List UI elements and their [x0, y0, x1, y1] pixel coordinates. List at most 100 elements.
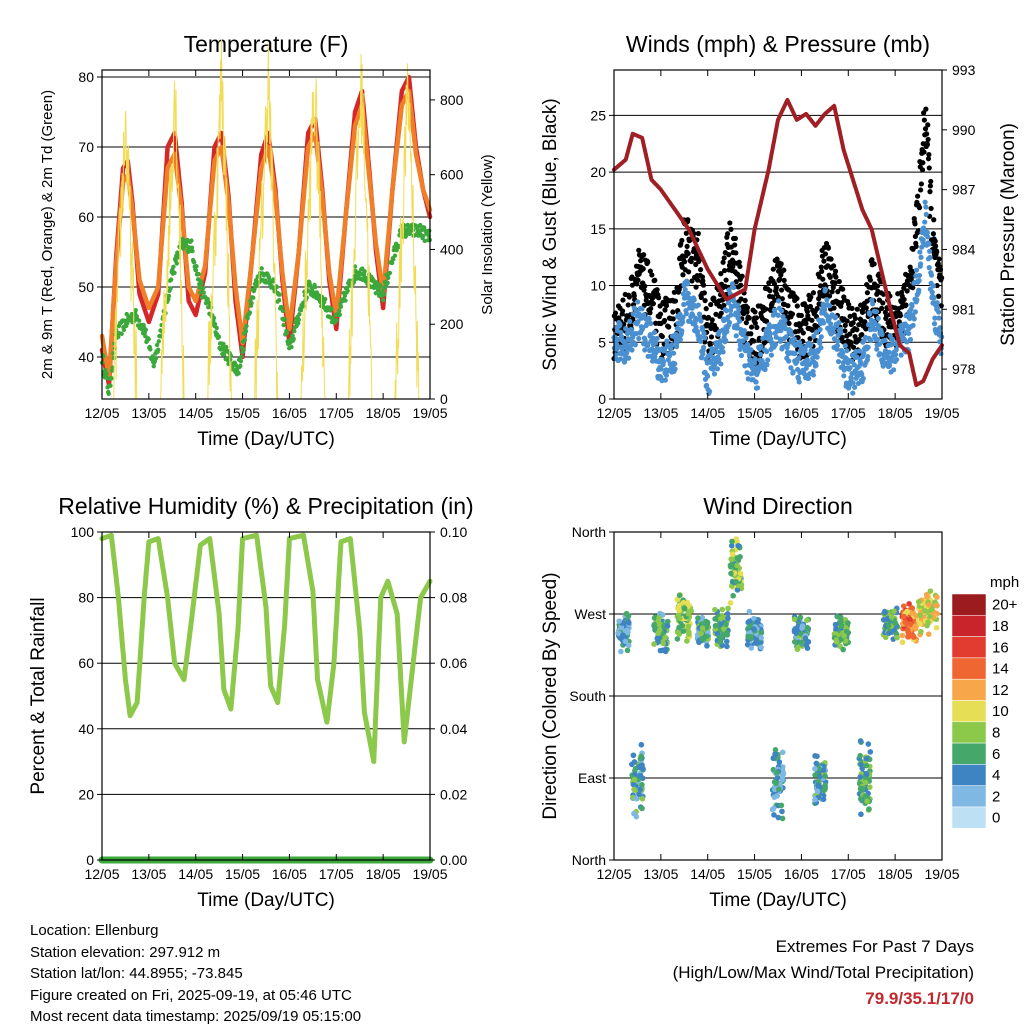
direction-point [625, 642, 632, 649]
series-point [189, 245, 195, 250]
series-point [718, 361, 724, 367]
direction-point [799, 623, 806, 629]
series-point [380, 298, 386, 303]
series-point [802, 347, 808, 353]
series-point [166, 297, 171, 302]
colorbar-swatch [951, 764, 987, 786]
direction-point [833, 637, 840, 643]
direction-point [822, 782, 828, 789]
series-point [338, 304, 344, 309]
series-point [850, 344, 857, 350]
direction-point [857, 796, 864, 802]
series-point [832, 268, 839, 274]
series-point [663, 303, 670, 309]
direction-point [812, 796, 818, 803]
series-point [794, 303, 800, 309]
direction-point [676, 592, 683, 599]
direction-point [888, 614, 895, 620]
series-point [686, 295, 692, 301]
series-point [768, 352, 775, 358]
direction-point [814, 753, 820, 760]
direction-point [664, 623, 671, 629]
series-point [111, 355, 117, 361]
direction-point [820, 767, 827, 773]
y-tick-label: 0 [86, 852, 94, 868]
series-point [663, 372, 670, 378]
direction-point [838, 623, 845, 629]
series-point [770, 266, 776, 272]
series-point [879, 331, 885, 338]
x-tick-label: 12/05 [596, 866, 631, 882]
series-point [882, 337, 888, 343]
x-tick-label: 14/05 [690, 405, 725, 421]
x-tick-label: 18/05 [878, 405, 913, 421]
series-point [296, 321, 301, 326]
series-point [876, 341, 882, 347]
series-point [745, 343, 751, 349]
series-point [828, 321, 834, 327]
series-point [205, 296, 210, 302]
series-point [656, 295, 662, 301]
direction-point [927, 613, 933, 620]
direction-point [862, 779, 869, 786]
direction-point [625, 619, 632, 626]
direction-point [680, 628, 687, 634]
y-tick-label-right: 987 [952, 182, 976, 198]
colorbar-swatch [951, 678, 987, 701]
series-point [744, 309, 750, 315]
series-point [201, 290, 206, 295]
direction-point [834, 613, 841, 620]
series-point [861, 350, 867, 356]
series-point [636, 247, 642, 253]
direction-point [727, 600, 734, 606]
series-point [916, 205, 923, 211]
series-point [385, 280, 390, 286]
series-point [911, 316, 917, 322]
series-point [736, 259, 742, 265]
series-point [280, 308, 286, 314]
series-point [778, 261, 784, 267]
colorbar-label: 6 [992, 746, 1000, 763]
series-point [701, 330, 707, 336]
series-point [387, 270, 393, 276]
series-point [662, 346, 668, 352]
series-point [850, 380, 856, 386]
series-point [665, 357, 671, 363]
direction-point [911, 623, 918, 629]
series-point [241, 347, 246, 353]
series-point [620, 308, 626, 314]
x-tick-label: 18/05 [366, 405, 401, 421]
y-tick-label: 40 [78, 349, 94, 365]
series-point [615, 336, 621, 343]
direction-point [630, 752, 637, 759]
x-tick-label: 13/05 [131, 866, 166, 882]
series-point [392, 253, 398, 258]
series-point [238, 358, 244, 364]
series-point [172, 270, 177, 276]
series-point [838, 330, 844, 336]
series-point [864, 290, 871, 296]
series-point [297, 312, 302, 317]
series-point [752, 356, 758, 362]
x-tick-label: 19/05 [924, 866, 959, 882]
y-tick-label: 25 [590, 107, 606, 123]
series-point [274, 284, 280, 290]
direction-point [779, 772, 786, 778]
series-point [721, 255, 727, 261]
series-point [334, 318, 339, 323]
series-point [700, 282, 707, 288]
series-point [832, 314, 839, 320]
series-point [925, 136, 931, 143]
direction-point [758, 634, 765, 641]
series-point [669, 342, 675, 348]
series-point [886, 363, 893, 369]
series-point [190, 248, 195, 254]
series-point [618, 329, 624, 335]
direction-point [934, 594, 940, 600]
series-point [125, 321, 130, 326]
series-point [680, 272, 686, 278]
series-point [684, 281, 691, 287]
direction-point [815, 782, 822, 789]
series-point [792, 350, 798, 356]
